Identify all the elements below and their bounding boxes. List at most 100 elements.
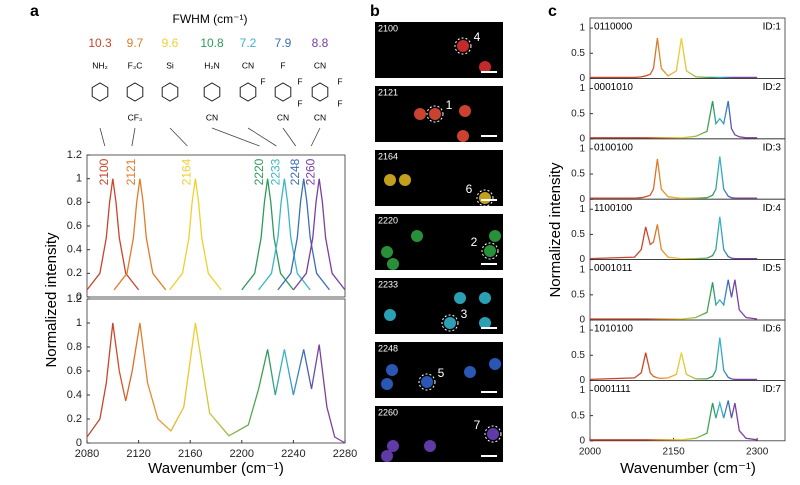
x-tick-label: 2080 xyxy=(75,448,99,460)
bead xyxy=(489,358,501,370)
benzene-ring xyxy=(274,82,292,102)
bead-marker xyxy=(484,425,502,443)
y-tick-label: 1 xyxy=(579,325,585,336)
bead xyxy=(384,309,396,321)
bead xyxy=(454,292,466,304)
y-tick-label: 1.2 xyxy=(67,293,82,305)
bead xyxy=(459,105,471,117)
x-tick-label: 2280 xyxy=(333,448,357,460)
y-tick-label: 0.5 xyxy=(571,229,585,240)
y-tick-label: 0.5 xyxy=(571,410,585,421)
peak-label: 2248 xyxy=(288,158,302,185)
y-tick-label: 0.5 xyxy=(571,350,585,361)
y-tick-label: 0 xyxy=(76,291,82,303)
y-tick-label: 0 xyxy=(76,437,82,449)
connector xyxy=(282,127,297,147)
peak-label: 2121 xyxy=(124,158,138,185)
atom-label: F₃C xyxy=(128,60,143,70)
y-tick-label: 1 xyxy=(579,23,585,34)
bead-id: 5 xyxy=(438,366,445,380)
x-axis-title: Wavenumber (cm⁻¹) xyxy=(620,460,756,477)
connector xyxy=(247,127,277,147)
id-label: ID:2 xyxy=(763,82,782,93)
id-label: ID:4 xyxy=(763,203,782,214)
spectrum-line xyxy=(292,178,346,291)
atom-label: CN xyxy=(206,112,218,122)
fwhm-value: 10.3 xyxy=(88,36,112,50)
y-tick-label: 0.5 xyxy=(571,48,585,59)
atom-label: F xyxy=(337,76,342,86)
y-tick-label: 0 xyxy=(579,315,585,326)
x-tick-label: 2000 xyxy=(579,446,602,457)
spectrum-line xyxy=(241,178,294,291)
image-label: 2121 xyxy=(378,87,398,97)
y-tick-label: 0 xyxy=(579,133,585,144)
fwhm-value: 7.2 xyxy=(240,36,257,50)
spectrum-line xyxy=(113,178,167,291)
peak-label: 2233 xyxy=(269,158,283,185)
fwhm-title: FWHM (cm⁻¹) xyxy=(173,12,248,26)
bead xyxy=(457,40,469,52)
y-tick-label: 0.4 xyxy=(67,389,82,401)
bead xyxy=(464,366,476,378)
fwhm-value: 10.8 xyxy=(200,36,224,50)
image-label: 2220 xyxy=(378,215,398,225)
y-tick-label: 1 xyxy=(579,83,585,94)
benzene-ring xyxy=(91,82,109,102)
benzene-ring xyxy=(311,82,329,102)
y-tick-label: 0 xyxy=(579,435,585,446)
bead-marker xyxy=(426,105,444,123)
atom-label: CN xyxy=(242,60,254,70)
bead xyxy=(484,245,496,257)
atom-label: CF₃ xyxy=(128,112,143,122)
atom-label: F xyxy=(280,60,285,70)
bead-marker xyxy=(481,242,499,260)
bead-marker xyxy=(441,314,459,332)
image-label: 2248 xyxy=(378,343,398,353)
y-tick-label: 1 xyxy=(76,317,82,329)
y-tick-label: 0.5 xyxy=(571,289,585,300)
bead xyxy=(414,108,426,120)
spectrum-line xyxy=(86,322,346,444)
x-tick-label: 2120 xyxy=(126,448,150,460)
fwhm-value: 9.6 xyxy=(162,36,179,50)
barcode: 1010100 xyxy=(594,324,633,335)
y-tick-label: 0.8 xyxy=(67,341,82,353)
connector xyxy=(211,127,260,147)
atom-label: CN xyxy=(277,112,289,122)
spectrum-line xyxy=(589,337,758,381)
y-tick-label: 1 xyxy=(579,264,585,275)
spectrum-line xyxy=(590,100,758,139)
benzene-ring xyxy=(161,82,179,102)
x-tick-label: 2200 xyxy=(230,448,254,460)
bead xyxy=(429,108,441,120)
atom-label: F xyxy=(297,98,302,108)
id-label: ID:3 xyxy=(763,142,782,153)
spectrum-line xyxy=(590,400,758,441)
benzene-ring xyxy=(126,82,144,102)
atom-label: F xyxy=(260,76,265,86)
bead xyxy=(487,428,499,440)
peak-label: 2260 xyxy=(303,158,317,185)
id-label: ID:1 xyxy=(763,22,782,33)
x-tick-label: 2300 xyxy=(746,446,769,457)
bead xyxy=(381,450,393,462)
x-tick-label: 2240 xyxy=(281,448,305,460)
bead-id: 3 xyxy=(461,307,468,321)
microscopy-image xyxy=(375,406,503,462)
benzene-ring xyxy=(239,82,257,102)
y-tick-label: 0 xyxy=(579,73,585,84)
bead-marker xyxy=(476,189,494,207)
bead-id: 4 xyxy=(474,30,481,44)
bead xyxy=(387,258,399,270)
connector xyxy=(131,127,136,147)
y-tick-label: 0.6 xyxy=(67,220,82,232)
x-axis-title: Wavenumber (cm⁻¹) xyxy=(148,460,284,477)
bead-marker xyxy=(454,37,472,55)
spectrum-line xyxy=(86,178,140,291)
bead-id: 6 xyxy=(466,182,473,196)
bead xyxy=(386,364,398,376)
y-tick-label: 0.2 xyxy=(67,267,82,279)
bead xyxy=(479,317,491,329)
y-tick-label: 0 xyxy=(579,375,585,386)
